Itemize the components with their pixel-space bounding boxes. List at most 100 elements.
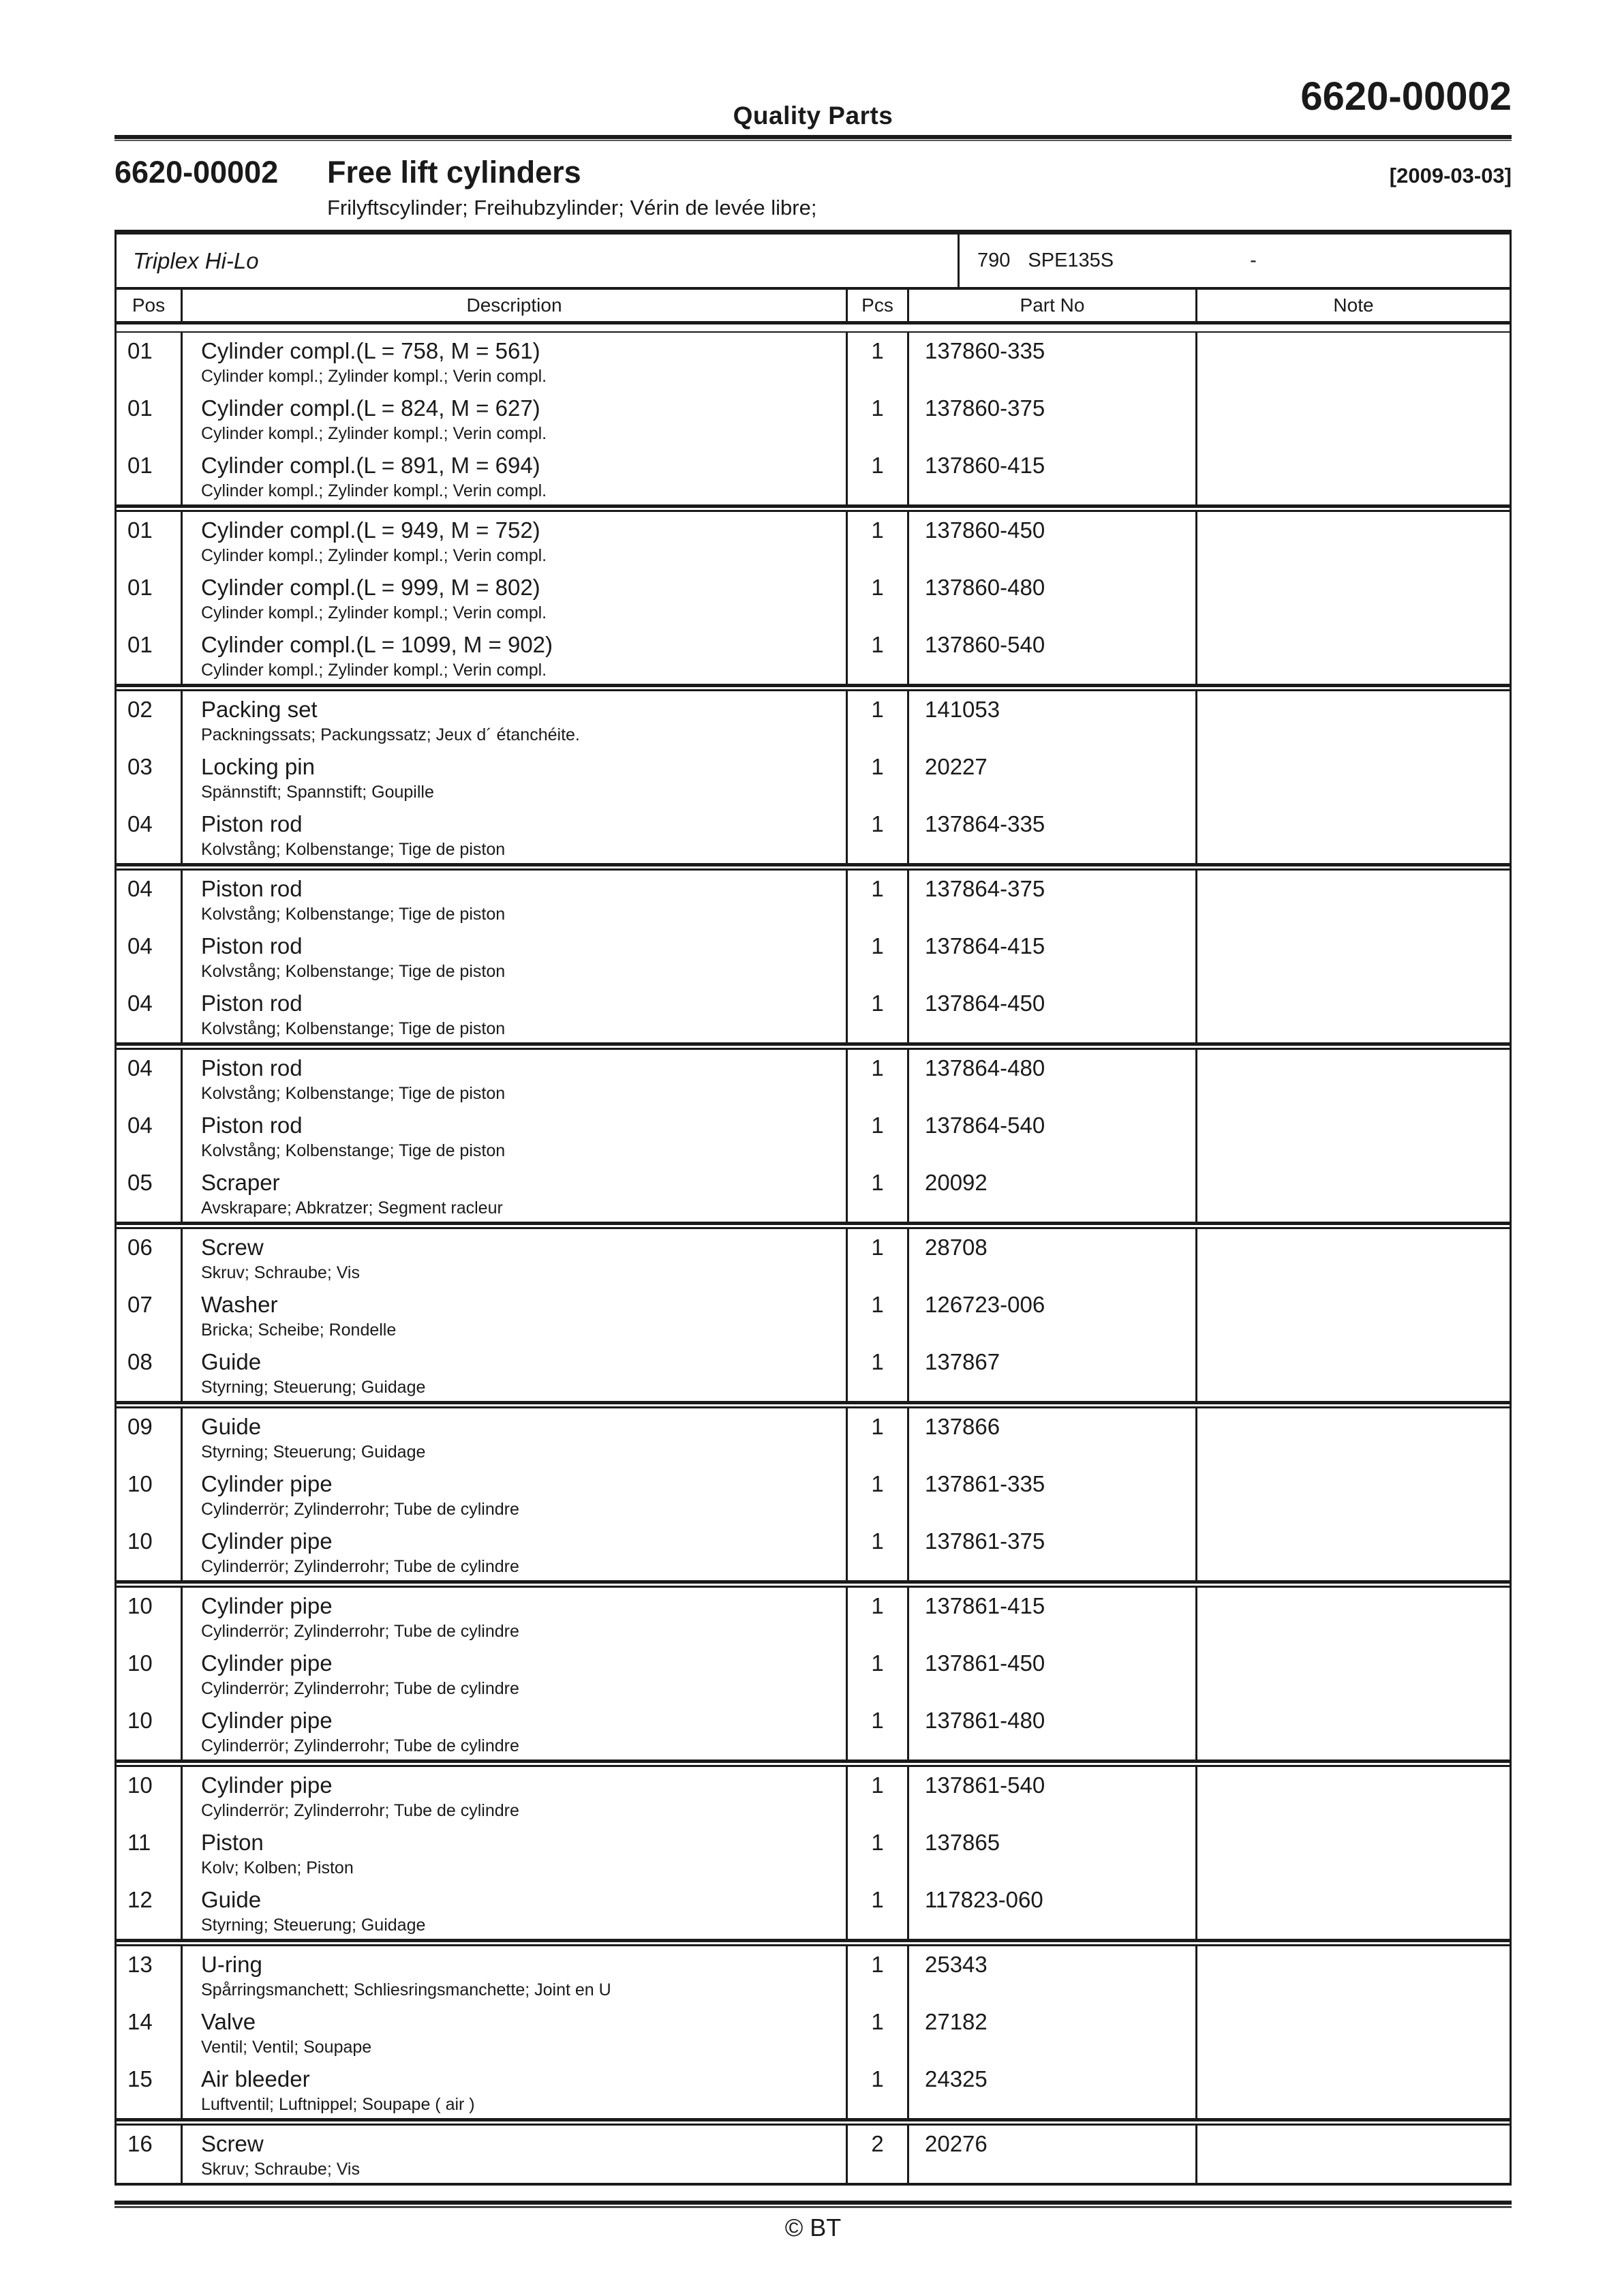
row-pos: 04 xyxy=(127,991,153,1016)
row-pos: 07 xyxy=(127,1292,153,1317)
row-description: Valve Ventil; Ventil; Soupape xyxy=(181,2004,846,2061)
table-row: 01 Cylinder compl.(L = 891, M = 694) Cyl… xyxy=(114,447,1512,504)
row-note xyxy=(1195,2004,1510,2061)
row-description-main: Guide xyxy=(201,1414,262,1439)
row-description-translations: Spårringsmanchett; Schliesringsmanchette… xyxy=(201,1980,611,1999)
column-header-note: Note xyxy=(1195,290,1510,321)
table-row: 13 U-ring Spårringsmanchett; Schliesring… xyxy=(114,1946,1512,2004)
row-description: Cylinder pipe Cylinderrör; Zylinderrohr;… xyxy=(181,1523,846,1580)
row-part-number: 137864-335 xyxy=(907,806,1195,863)
row-note xyxy=(1195,1344,1510,1401)
group-separator xyxy=(114,684,1512,691)
row-description: Guide Styrning; Steuerung; Guidage xyxy=(181,1408,846,1466)
parts-table: Triplex Hi-Lo 790 SPE135S - Pos Descript… xyxy=(114,230,1512,2186)
row-description: Cylinder compl.(L = 824, M = 627) Cylind… xyxy=(181,390,846,447)
row-description: Guide Styrning; Steuerung; Guidage xyxy=(181,1882,846,1939)
row-part-number: 137866 xyxy=(907,1408,1195,1466)
row-pos: 04 xyxy=(127,1113,153,1138)
copyright-label: © BT xyxy=(784,2214,842,2241)
row-part-number: 137864-415 xyxy=(907,928,1195,985)
row-note xyxy=(1195,1164,1510,1222)
row-description-main: Guide xyxy=(201,1887,262,1912)
row-part-number: 25343 xyxy=(907,1946,1195,2004)
row-description-translations: Cylinder kompl.; Zylinder kompl.; Verin … xyxy=(201,481,547,500)
table-row: 10 Cylinder pipe Cylinderrör; Zylinderro… xyxy=(114,1466,1512,1523)
column-header-pos: Pos xyxy=(132,294,166,316)
row-pos: 04 xyxy=(127,1055,153,1081)
row-part-number: 137861-480 xyxy=(907,1702,1195,1759)
row-pos: 04 xyxy=(127,811,153,836)
row-description-translations: Cylinder kompl.; Zylinder kompl.; Verin … xyxy=(201,661,547,680)
row-description-main: Piston rod xyxy=(201,1055,303,1081)
row-description-translations: Kolvstång; Kolbenstange; Tige de piston xyxy=(201,962,506,981)
table-row: 06 Screw Skruv; Schraube; Vis 1 28708 xyxy=(114,1229,1512,1286)
row-description-main: Cylinder compl.(L = 949, M = 752) xyxy=(201,517,540,543)
row-description-main: Piston rod xyxy=(201,1113,303,1138)
row-description-translations: Skruv; Schraube; Vis xyxy=(201,1263,360,1282)
row-pos: 10 xyxy=(127,1471,153,1496)
row-description-translations: Styrning; Steuerung; Guidage xyxy=(201,1442,426,1462)
group-separator xyxy=(114,1042,1512,1050)
row-part-number: 137864-375 xyxy=(907,871,1195,928)
group-separator xyxy=(114,1580,1512,1588)
page-content: Quality Parts 6620-00002 6620-00002 Free… xyxy=(114,0,1512,2296)
table-row: 10 Cylinder pipe Cylinderrör; Zylinderro… xyxy=(114,1588,1512,1645)
row-description-main: Cylinder pipe xyxy=(201,1593,333,1618)
column-header-description: Description xyxy=(181,290,846,321)
row-part-number: 137860-540 xyxy=(907,626,1195,684)
table-row: 10 Cylinder pipe Cylinderrör; Zylinderro… xyxy=(114,1702,1512,1759)
row-part-number: 27182 xyxy=(907,2004,1195,2061)
row-note xyxy=(1195,1107,1510,1164)
row-description-translations: Cylinder kompl.; Zylinder kompl.; Verin … xyxy=(201,546,547,565)
row-description-translations: Cylinderrör; Zylinderrohr; Tube de cylin… xyxy=(201,1679,519,1698)
table-row: 10 Cylinder pipe Cylinderrör; Zylinderro… xyxy=(114,1645,1512,1702)
row-description-main: Cylinder compl.(L = 824, M = 627) xyxy=(201,395,540,421)
row-description-translations: Bricka; Scheibe; Rondelle xyxy=(201,1320,397,1340)
row-description-main: Piston rod xyxy=(201,933,303,958)
group-separator xyxy=(114,1939,1512,1946)
row-part-number: 20092 xyxy=(907,1164,1195,1222)
row-pcs: 1 xyxy=(846,1767,907,1824)
row-part-number: 137861-335 xyxy=(907,1466,1195,1523)
row-description-main: Cylinder compl.(L = 758, M = 561) xyxy=(201,338,540,363)
row-pos: 11 xyxy=(127,1830,151,1855)
row-note xyxy=(1195,390,1510,447)
row-pcs: 1 xyxy=(846,749,907,806)
row-description-main: Valve xyxy=(201,2009,256,2034)
row-note xyxy=(1195,749,1510,806)
row-note xyxy=(1195,985,1510,1042)
row-description: Cylinder compl.(L = 999, M = 802) Cylind… xyxy=(181,569,846,626)
row-description-translations: Ventil; Ventil; Soupape xyxy=(201,2038,372,2057)
table-row: 07 Washer Bricka; Scheibe; Rondelle 1 12… xyxy=(114,1286,1512,1344)
table-row: 03 Locking pin Spännstift; Spannstift; G… xyxy=(114,749,1512,806)
row-description: Screw Skruv; Schraube; Vis xyxy=(181,2126,846,2183)
row-description-translations: Kolv; Kolben; Piston xyxy=(201,1858,354,1877)
row-description-main: Cylinder pipe xyxy=(201,1471,333,1496)
row-part-number: 141053 xyxy=(907,691,1195,749)
row-note xyxy=(1195,1523,1510,1580)
row-description-translations: Cylinder kompl.; Zylinder kompl.; Verin … xyxy=(201,424,547,443)
table-body: 01 Cylinder compl.(L = 758, M = 561) Cyl… xyxy=(114,333,1512,2183)
row-part-number: 137864-540 xyxy=(907,1107,1195,1164)
row-pcs: 1 xyxy=(846,333,907,390)
row-description-translations: Styrning; Steuerung; Guidage xyxy=(201,1378,426,1397)
row-pos: 15 xyxy=(127,2066,153,2091)
row-note xyxy=(1195,1588,1510,1645)
row-description-main: Piston xyxy=(201,1830,264,1855)
row-pcs: 1 xyxy=(846,1344,907,1401)
row-description-translations: Cylinderrör; Zylinderrohr; Tube de cylin… xyxy=(201,1736,519,1755)
row-description: Cylinder compl.(L = 758, M = 561) Cylind… xyxy=(181,333,846,390)
row-pos: 10 xyxy=(127,1650,153,1676)
row-description-translations: Kolvstång; Kolbenstange; Tige de piston xyxy=(201,905,506,924)
row-pcs: 1 xyxy=(846,1523,907,1580)
row-part-number: 137860-415 xyxy=(907,447,1195,504)
row-description: Piston rod Kolvstång; Kolbenstange; Tige… xyxy=(181,1050,846,1107)
row-description-main: Cylinder pipe xyxy=(201,1772,333,1798)
model-name: Triplex Hi-Lo xyxy=(133,247,259,273)
row-description: Washer Bricka; Scheibe; Rondelle xyxy=(181,1286,846,1344)
table-row: 09 Guide Styrning; Steuerung; Guidage 1 … xyxy=(114,1408,1512,1466)
row-description: Piston rod Kolvstång; Kolbenstange; Tige… xyxy=(181,985,846,1042)
row-description: Cylinder compl.(L = 1099, M = 902) Cylin… xyxy=(181,626,846,684)
row-pos: 10 xyxy=(127,1528,153,1554)
